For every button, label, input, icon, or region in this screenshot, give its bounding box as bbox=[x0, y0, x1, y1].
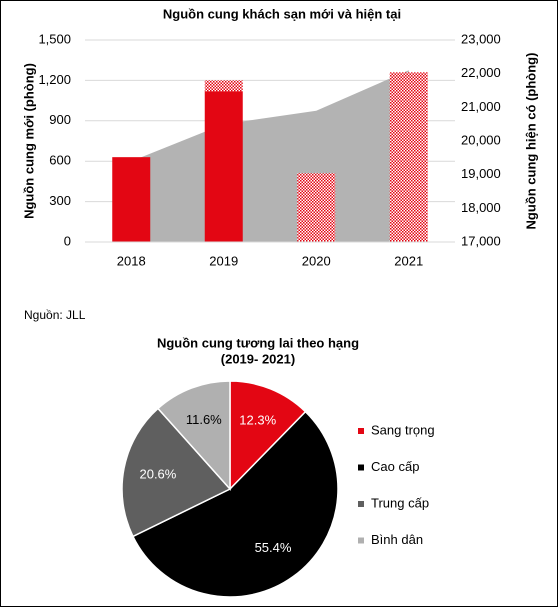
pie-slice bbox=[156, 380, 231, 491]
y2-tick-label: 17,000 bbox=[461, 233, 501, 248]
bar bbox=[204, 91, 243, 242]
y2-tick-label: 21,000 bbox=[461, 99, 501, 114]
y2-tick-label: 23,000 bbox=[461, 31, 501, 46]
y-tick-label: 1,500 bbox=[38, 31, 71, 46]
y2-axis-label: Nguồn cung hiện có (phòng) bbox=[523, 53, 538, 230]
bar bbox=[204, 80, 243, 92]
bar bbox=[389, 72, 428, 242]
legend-label: Cao cấp bbox=[371, 459, 419, 474]
bar bbox=[297, 173, 336, 242]
data-label: 55.4% bbox=[255, 540, 292, 555]
x-tick-label: 2018 bbox=[117, 253, 146, 268]
legend-swatch bbox=[358, 428, 364, 434]
bar bbox=[112, 157, 151, 242]
y2-tick-label: 20,000 bbox=[461, 132, 501, 147]
legend-label: Trung cấp bbox=[371, 495, 429, 510]
x-tick-label: 2019 bbox=[209, 253, 238, 268]
pie-slice bbox=[131, 410, 339, 598]
data-label: 12.3% bbox=[239, 412, 276, 427]
legend-label: Bình dân bbox=[371, 532, 423, 547]
y-tick-label: 600 bbox=[49, 153, 71, 168]
y2-tick-label: 18,000 bbox=[461, 200, 501, 215]
legend-swatch bbox=[358, 501, 364, 507]
pie-slice bbox=[229, 380, 307, 491]
y-tick-label: 300 bbox=[49, 193, 71, 208]
data-label: 20.6% bbox=[139, 466, 176, 481]
data-label: 11.6% bbox=[186, 412, 222, 427]
legend-swatch bbox=[358, 464, 364, 471]
chart-title: Nguồn cung tương lai theo hạng bbox=[157, 335, 359, 350]
x-tick-label: 2021 bbox=[394, 253, 423, 268]
legend-swatch bbox=[358, 537, 364, 544]
y-axis-label: Nguồn cung mới (phòng) bbox=[21, 63, 36, 219]
y-tick-label: 0 bbox=[64, 233, 71, 248]
pie-slice bbox=[121, 407, 232, 538]
chart-subtitle: (2019- 2021) bbox=[221, 351, 295, 366]
y2-tick-label: 22,000 bbox=[461, 65, 501, 80]
area bbox=[131, 70, 409, 242]
legend-label: Sang trọng bbox=[371, 422, 435, 437]
x-tick-label: 2020 bbox=[302, 253, 331, 268]
chart-title: Nguồn cung khách sạn mới và hiện tại bbox=[163, 6, 401, 21]
y-tick-label: 900 bbox=[49, 112, 71, 127]
source-note: Nguồn: JLL bbox=[24, 308, 86, 322]
y-tick-label: 1,200 bbox=[38, 72, 71, 87]
y2-tick-label: 19,000 bbox=[461, 166, 501, 181]
